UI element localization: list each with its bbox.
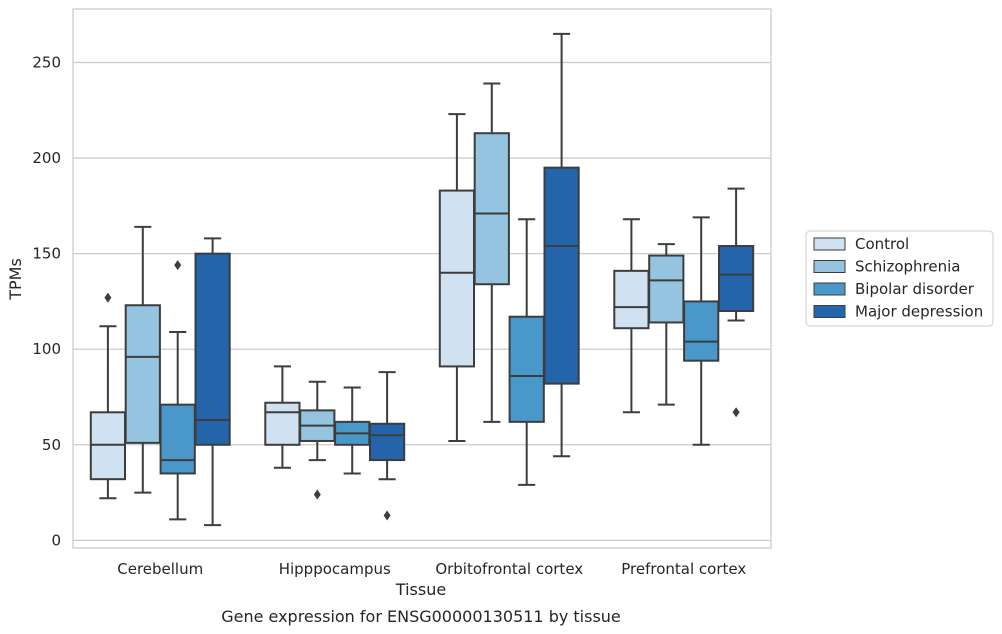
legend-items: Control Schizophrenia Bipolar disorder Majo… [813, 235, 983, 321]
legend-label: Major depression [855, 303, 983, 321]
outlier-point [313, 489, 321, 500]
x-tick-label: Prefrontal cortex [621, 560, 746, 578]
box [89, 292, 127, 500]
y-tick-label: 150 [32, 245, 61, 263]
outlier-point [383, 510, 391, 521]
x-axis-ticks: Cerebellum Hipppocampus Orbitofrontal cort… [117, 560, 746, 578]
legend-frame [805, 230, 994, 327]
outlier-point [104, 292, 112, 303]
box [194, 237, 231, 527]
box-body [194, 252, 231, 446]
box [264, 365, 301, 469]
box [717, 187, 755, 418]
y-tick-label: 200 [32, 149, 61, 167]
box [648, 243, 685, 406]
box-body [124, 304, 161, 444]
box [334, 386, 371, 475]
plot-area-frame [72, 8, 772, 549]
box-body [438, 189, 476, 368]
y-tick-label: 50 [42, 436, 61, 454]
chart-title: Gene expression for ENSG00000130511 by t… [221, 607, 621, 626]
y-axis-ticks: 0 50 100 150 200 250 [32, 54, 61, 550]
x-tick-label: Hipppocampus [279, 560, 391, 578]
box-body [473, 132, 510, 286]
y-tick-label: 100 [32, 340, 61, 358]
box [368, 371, 406, 521]
legend-label: Schizophrenia [855, 258, 960, 276]
outlier-point [732, 407, 740, 418]
box-body [264, 401, 301, 446]
series-schizophrenia [124, 82, 685, 500]
y-axis-label: TPMs [6, 258, 25, 301]
legend-label: Bipolar disorder [855, 280, 975, 298]
box-body [543, 166, 580, 385]
box-body [683, 300, 720, 362]
legend-swatch [813, 282, 846, 296]
box-body [508, 315, 545, 423]
box [543, 32, 580, 458]
box-body [159, 403, 196, 475]
x-tick-label: Cerebellum [117, 560, 203, 578]
box [124, 225, 161, 494]
legend-swatch [813, 237, 846, 251]
legend-swatch [813, 305, 846, 318]
x-tick-label: Orbitofrontal cortex [435, 560, 583, 578]
y-tick-label: 250 [32, 54, 61, 72]
box-body [368, 422, 406, 462]
legend: Control Schizophrenia Bipolar disorder Majo… [805, 230, 994, 327]
box [683, 216, 720, 446]
outlier-point [174, 260, 182, 271]
y-tick-label: 0 [51, 531, 61, 549]
series-control [89, 113, 650, 500]
box-series [89, 32, 755, 527]
box [159, 260, 196, 521]
box [613, 218, 650, 414]
box [438, 113, 476, 442]
box-body [717, 245, 755, 312]
legend-label: Control [855, 235, 909, 253]
series-major-depression [194, 32, 755, 527]
box-body [613, 269, 650, 330]
box-body [648, 254, 685, 324]
legend-swatch [813, 260, 846, 273]
box [473, 82, 510, 423]
series-bipolar-disorder [159, 216, 720, 521]
x-axis-label: Tissue [395, 580, 446, 599]
box [299, 380, 336, 500]
